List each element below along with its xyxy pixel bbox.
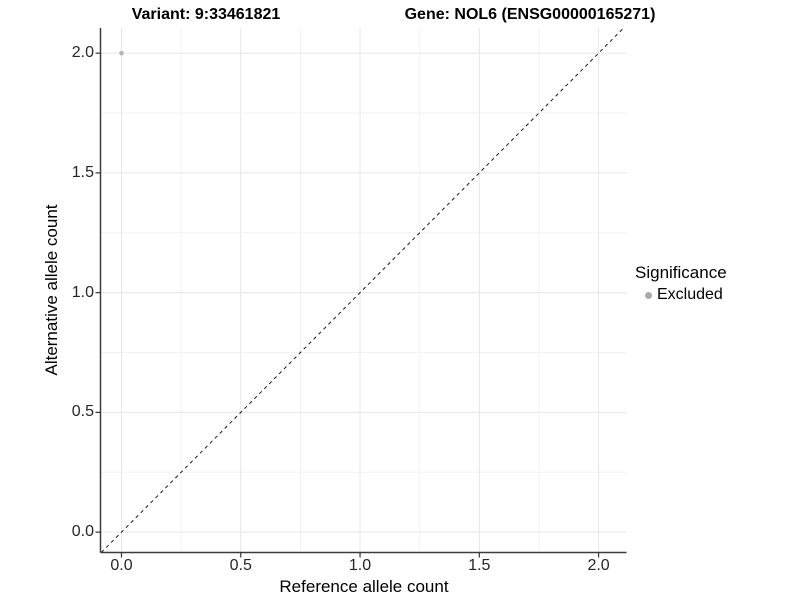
x-tick-label: 1.0 — [348, 557, 372, 574]
identity-line — [100, 27, 624, 553]
x-tick-label: 0.0 — [110, 557, 133, 574]
legend-entries: Excluded — [635, 286, 727, 304]
x-tick-label: 1.5 — [468, 557, 491, 574]
x-tick-label: 2.0 — [587, 557, 610, 574]
legend-entry-label: Excluded — [657, 286, 723, 303]
y-tick-label: 2.0 — [71, 44, 94, 62]
x-axis-title: Reference allele count — [279, 577, 449, 596]
legend-point-icon — [641, 288, 655, 302]
legend-entry: Excluded — [635, 286, 727, 304]
y-tick-label: 1.5 — [71, 163, 94, 181]
x-tick-label: 0.5 — [229, 557, 252, 574]
data-point — [119, 50, 124, 56]
legend-title: Significance — [635, 263, 727, 282]
y-tick-label: 0.0 — [71, 523, 94, 541]
variant-title: Variant: 9:33461821 — [131, 6, 281, 23]
legend: Significance Excluded — [635, 263, 727, 304]
y-tick-label: 0.5 — [71, 403, 94, 421]
y-axis-title: Alternative allele count — [42, 204, 61, 376]
y-tick-label: 1.0 — [71, 283, 94, 301]
gene-title: Gene: NOL6 (ENSG00000165271) — [404, 6, 656, 23]
